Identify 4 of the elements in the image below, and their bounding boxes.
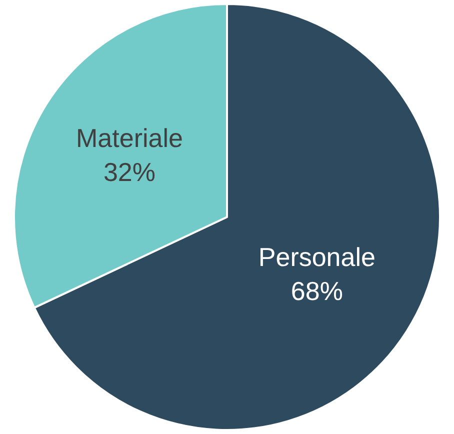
data-label: 32% [103,157,156,188]
slice-label: Personale [258,242,376,272]
data-label: 68% [290,276,343,306]
slice-label: Materiale [76,123,183,154]
